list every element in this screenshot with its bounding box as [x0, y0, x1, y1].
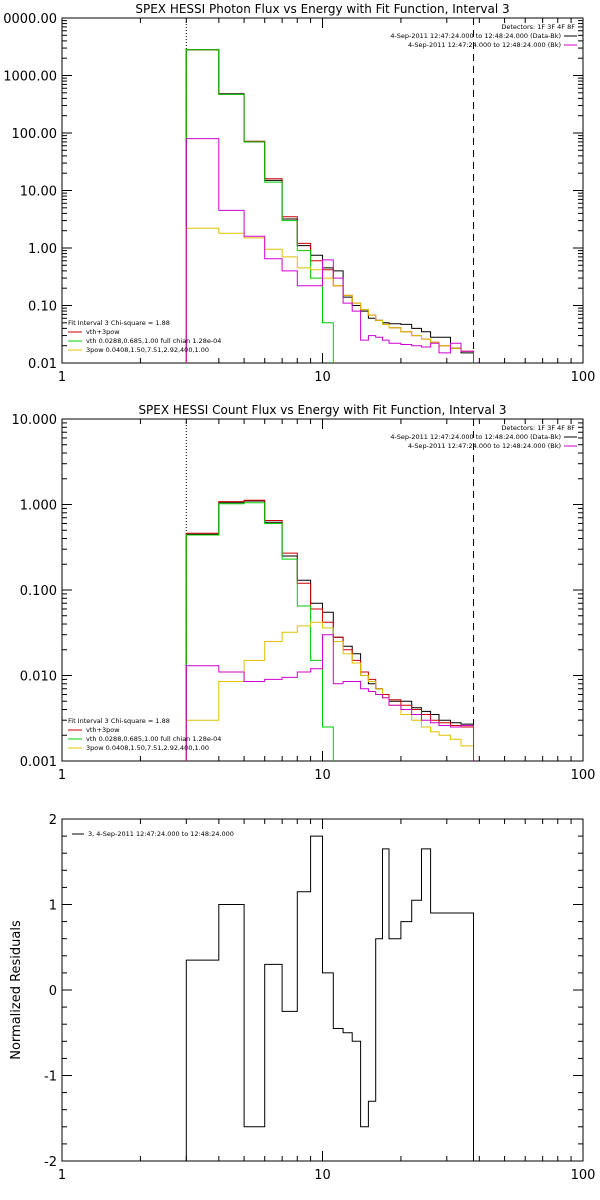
y-tick-label: 1.00	[28, 242, 57, 257]
y-tick-label: 0000.00	[3, 12, 57, 27]
legend-top-text: Detectors: 1F 3F 4F 8F	[501, 23, 575, 31]
x-tick-label: 10	[314, 370, 331, 385]
y-tick-label: 0.100	[20, 584, 57, 599]
chart-title: SPEX HESSI Count Flux vs Energy with Fit…	[138, 403, 506, 417]
x-tick-label: 100	[571, 1168, 596, 1183]
y-tick-label: 0	[49, 984, 57, 999]
y-tick-label: 1	[49, 899, 57, 914]
y-tick-label: 10.000	[12, 413, 58, 428]
y-tick-label: 10.00	[20, 185, 57, 200]
legend-bottom-text: 3pow 0.0408,1.50,7.51,2.92,400,1.00	[86, 346, 209, 354]
series-line	[185, 138, 474, 363]
legend-bottom-text: vth 0.0288,0.685,1.00 full chian 1.28e-0…	[86, 337, 221, 345]
chart-title: SPEX HESSI Photon Flux vs Energy with Fi…	[135, 2, 509, 16]
legend-text: 3, 4-Sep-2011 12:47:24.000 to 12:48:24.0…	[88, 830, 234, 838]
series-line	[185, 499, 474, 761]
legend-bottom-text: vth 0.0288,0.685,1.00 full chian 1.28e-0…	[86, 735, 221, 743]
y-tick-label: 100.00	[12, 127, 58, 142]
x-tick-label: 100	[571, 768, 596, 783]
y-axis-label: Normalized Residuals	[9, 920, 24, 1060]
legend-top-text: 4-Sep-2011 12:47:24.000 to 12:48:24.000 …	[408, 442, 561, 450]
x-tick-label: 1	[58, 1168, 66, 1183]
chart-1: SPEX HESSI Photon Flux vs Energy with Fi…	[3, 2, 595, 385]
x-tick-label: 10	[314, 768, 331, 783]
plot-area	[185, 49, 474, 363]
chart-2: SPEX HESSI Count Flux vs Energy with Fit…	[12, 403, 596, 783]
series-line	[185, 502, 334, 761]
y-tick-label: 1000.00	[3, 70, 57, 85]
x-tick-label: 100	[571, 370, 596, 385]
series-line	[185, 835, 474, 1161]
y-tick-label: 0.001	[20, 755, 57, 770]
chart-3: 1 10 100 -2 -1 0 1 2 Normalized Residuals 3, 4-Se…	[9, 813, 595, 1183]
y-tick-label: 0.010	[20, 670, 57, 685]
y-tick-label: 2	[49, 813, 57, 828]
series-line	[185, 49, 474, 363]
x-tick-label: 1	[58, 768, 66, 783]
legend-top-text: 4-Sep-2011 12:47:24.000 to 12:48:24.000 …	[390, 32, 561, 40]
series-line	[185, 500, 474, 761]
y-tick-label: -2	[44, 1155, 57, 1170]
legend-bottom-title: Fit Interval 3 Chi-square = 1.88	[68, 717, 170, 725]
legend-bottom-text: 3pow 0.0408,1.50,7.51,2.92,400,1.00	[86, 744, 209, 752]
legend-top-text: 4-Sep-2011 12:47:24.000 to 12:48:24.000 …	[390, 433, 561, 441]
y-tick-label: 0.01	[28, 357, 57, 372]
series-line	[185, 49, 474, 363]
series-line	[185, 49, 334, 363]
legend-bottom-text: vth+3pow	[86, 726, 120, 734]
y-tick-label: -1	[44, 1070, 57, 1085]
x-tick-label: 1	[58, 370, 66, 385]
y-tick-label: 1.000	[20, 499, 57, 514]
legend-top-text: Detectors: 1F 3F 4F 8F	[501, 424, 575, 432]
legend-bottom-text: vth+3pow	[86, 328, 120, 336]
series-line	[185, 227, 474, 363]
series-line	[185, 621, 474, 761]
legend-bottom-title: Fit Interval 3 Chi-square = 1.88	[68, 319, 170, 327]
series-line	[185, 634, 474, 761]
y-tick-label: 0.10	[28, 300, 57, 315]
plot-area	[185, 835, 474, 1161]
x-tick-label: 10	[314, 1168, 331, 1183]
legend-top-text: 4-Sep-2011 12:47:24.000 to 12:48:24.000 …	[408, 41, 561, 49]
plot-area	[185, 499, 474, 761]
